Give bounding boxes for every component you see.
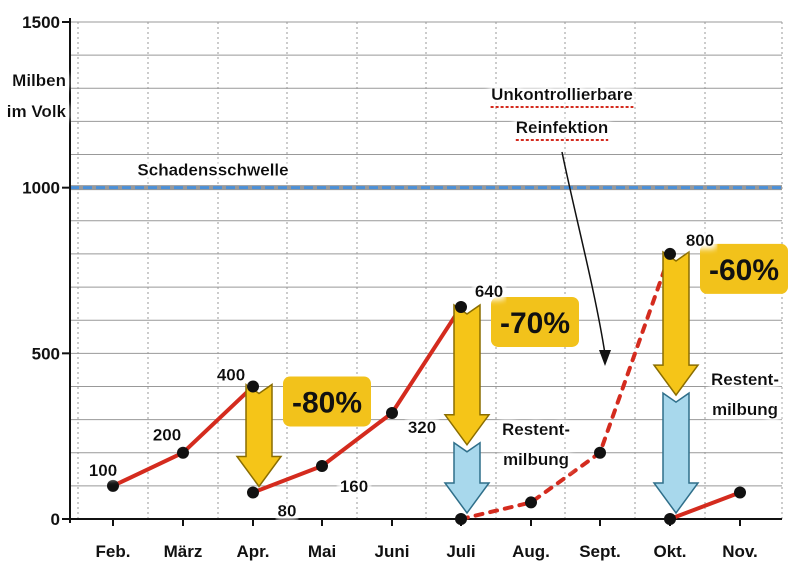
series-line [459, 251, 672, 521]
reduction-arrow [443, 303, 491, 447]
data-label: 800 [686, 231, 714, 250]
y-tick-label: 1000 [22, 179, 60, 198]
data-point [455, 300, 467, 313]
residual-label: Restent- [711, 370, 779, 389]
x-tick-label: Aug. [512, 542, 550, 561]
data-label: 320 [408, 418, 436, 437]
y-axis-title: Milben [12, 71, 66, 90]
data-point [734, 486, 746, 499]
data-point [594, 446, 606, 459]
data-label: 200 [153, 426, 181, 445]
x-tick-label: Nov. [722, 542, 758, 561]
data-label: 80 [278, 501, 297, 520]
threshold-group: Schadensschwelle [70, 161, 782, 191]
x-tick-label: Okt. [653, 542, 686, 561]
grid [70, 21, 783, 519]
percent-badge [283, 376, 371, 427]
reinfection-label: Reinfektion [516, 118, 609, 137]
series-line [111, 384, 255, 488]
data-point [247, 380, 259, 393]
y-tick-label: 500 [32, 344, 60, 363]
residual-arrow [652, 391, 700, 515]
data-point [247, 486, 259, 499]
data-point [664, 247, 676, 260]
percent-label: -80% [292, 386, 362, 419]
data-point [177, 446, 189, 459]
residual-label: Restent- [502, 420, 570, 439]
annotations: Unkontrollierbare Reinfektion Restent-milb… [490, 85, 779, 469]
percent-label: -70% [500, 307, 570, 340]
percent-badge [491, 296, 579, 347]
percent-badge [700, 243, 788, 294]
residual-arrow [443, 441, 491, 515]
data-label: 400 [217, 365, 245, 384]
reduction-arrows: -80% -70% -60% [235, 243, 788, 515]
data-label: 160 [340, 477, 368, 496]
data-point [455, 513, 467, 525]
data-point [316, 459, 328, 472]
data-labels: 100 200 400 80 160 320 640 800 [89, 231, 714, 521]
series-line [668, 490, 742, 521]
data-point [107, 479, 119, 492]
x-tick-label: Juni [375, 542, 410, 561]
x-tick-label: Juli [446, 542, 475, 561]
y-axis-title: im Volk [7, 102, 67, 121]
data-point [386, 406, 398, 419]
percent-label: -60% [709, 254, 779, 287]
reinfection-arrow-line [561, 151, 606, 355]
reinfection-label: Unkontrollierbare [491, 85, 633, 104]
threshold-label: Schadensschwelle [137, 161, 288, 180]
series-line [251, 304, 463, 495]
reduction-arrow [235, 383, 283, 488]
residual-label: milbung [712, 400, 778, 419]
axes: 0 500 1000 1500 Feb. März Apr. Mai Juni Juli Aug. S… [7, 13, 782, 561]
x-tick-label: Apr. [236, 542, 269, 561]
data-point [525, 496, 537, 509]
data-label: 640 [475, 282, 503, 301]
x-tick-label: Feb. [96, 542, 131, 561]
reduction-arrow [652, 250, 700, 397]
residual-label: milbung [503, 450, 569, 469]
data-point [664, 513, 676, 525]
reinfection-arrow-head [599, 350, 611, 366]
x-tick-label: März [164, 542, 203, 561]
y-tick-label: 0 [51, 510, 60, 529]
data-points [107, 247, 746, 525]
x-tick-label: Sept. [579, 542, 621, 561]
data-label: 100 [89, 461, 117, 480]
x-tick-label: Mai [308, 542, 336, 561]
y-tick-label: 1500 [22, 13, 60, 32]
